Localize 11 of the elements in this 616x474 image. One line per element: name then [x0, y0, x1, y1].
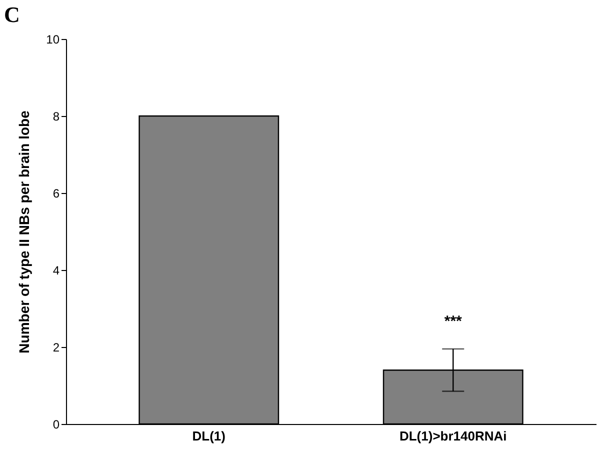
- y-tick-label: 4: [52, 264, 60, 278]
- x-tick-label: DL(1): [192, 428, 226, 444]
- x-tick-label: DL(1)>br140RNAi: [399, 428, 507, 444]
- y-tick-label: 6: [52, 186, 60, 200]
- y-tick-label: 0: [52, 418, 60, 432]
- y-tick-label: 2: [52, 340, 60, 354]
- y-tick-label: 8: [52, 110, 60, 124]
- chart-title: C: [4, 2, 20, 27]
- y-axis-title: Number of type II NBs per brain lobe: [16, 110, 32, 354]
- annotation: ***: [444, 312, 462, 330]
- y-tick-label: 10: [46, 32, 60, 46]
